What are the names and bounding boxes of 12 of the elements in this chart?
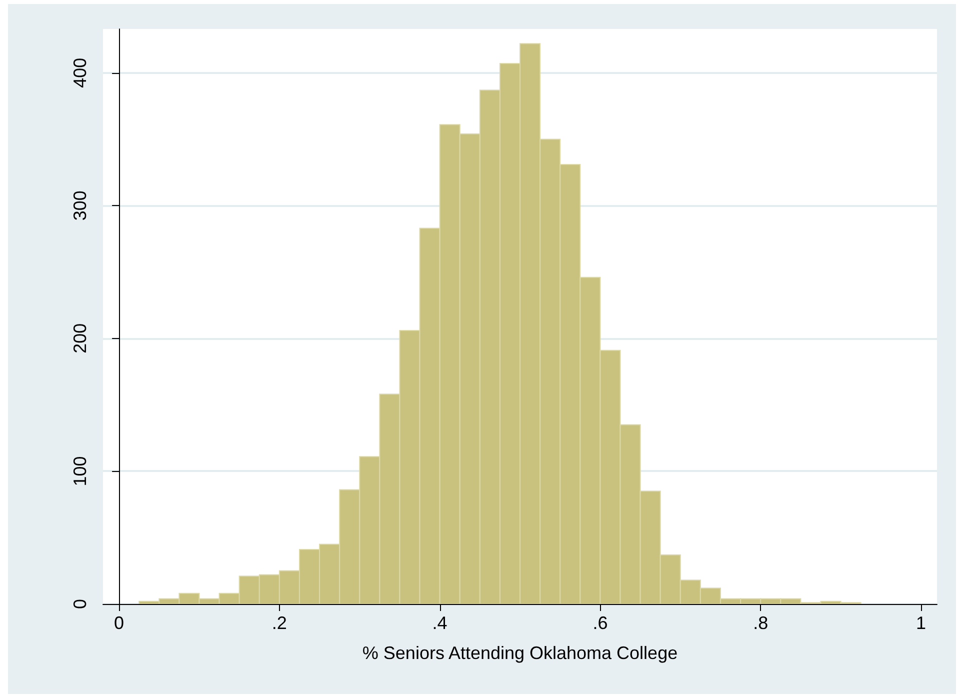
y-tick-label: 100: [70, 456, 90, 486]
x-tick-label: .6: [592, 613, 608, 633]
x-tick-label: .2: [272, 613, 287, 633]
y-tick-label: 0: [70, 598, 90, 610]
x-tick-label: 1: [916, 613, 926, 633]
x-tick-label: .8: [753, 613, 768, 633]
y-tick-label: 300: [70, 190, 90, 221]
x-tick-label: .4: [432, 613, 448, 633]
x-tick-label: 0: [114, 613, 124, 633]
x-axis-title: % Seniors Attending Oklahoma College: [362, 643, 678, 663]
y-tick-label: 400: [70, 58, 90, 88]
y-tick-label: 200: [70, 323, 90, 354]
